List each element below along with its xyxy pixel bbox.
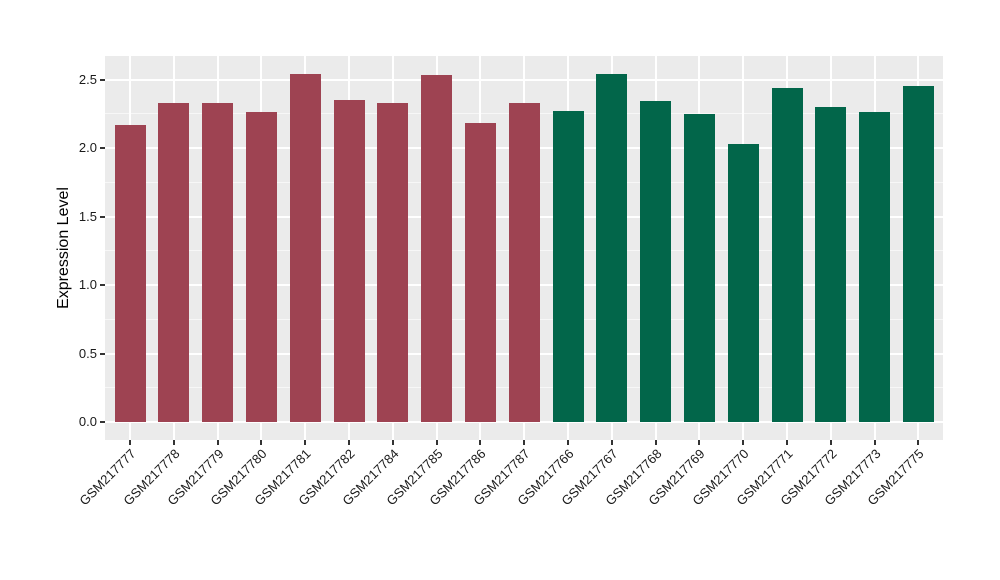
bar-gsm217766	[552, 111, 584, 422]
y-axis-tick	[100, 352, 105, 355]
x-axis-tick	[435, 440, 438, 445]
x-axis-tick	[216, 440, 219, 445]
x-axis-tick	[610, 440, 613, 445]
bar-gsm217781	[289, 74, 321, 422]
bar-gsm217785	[421, 75, 453, 422]
bar-gsm217787	[508, 102, 540, 422]
x-axis-tick	[260, 440, 263, 445]
y-axis-tick	[100, 215, 105, 218]
x-axis-tick	[523, 440, 526, 445]
y-axis-tick	[100, 147, 105, 149]
y-axis-tick-label: 0.0	[78, 414, 97, 429]
x-axis-tick	[829, 440, 832, 445]
x-axis-tick	[567, 440, 569, 445]
bar-gsm217769	[683, 113, 715, 422]
bar-gsm217779	[202, 102, 234, 422]
bar-gsm217772	[815, 106, 847, 422]
x-axis-tick	[917, 440, 920, 445]
x-axis-tick	[129, 440, 131, 445]
bar-gsm217775	[902, 86, 934, 422]
plot-panel	[105, 56, 943, 440]
x-axis-tick	[742, 440, 745, 445]
y-axis-tick-label: 2.0	[78, 140, 97, 155]
bar-gsm217778	[158, 102, 190, 422]
y-axis-tick	[100, 78, 105, 81]
x-axis-tick	[479, 440, 482, 445]
x-axis-tick	[391, 440, 394, 445]
x-axis-tick	[786, 440, 788, 445]
y-axis-tick-label: 1.0	[78, 277, 97, 292]
x-axis-tick	[698, 440, 701, 445]
bar-gsm217777	[114, 124, 146, 422]
bar-gsm217771	[771, 87, 803, 422]
y-axis-tick-label: 0.5	[78, 345, 97, 361]
y-axis-title: Expression Level	[55, 187, 72, 309]
y-axis-tick	[100, 421, 105, 423]
bar-gsm217767	[596, 74, 628, 422]
x-axis-tick	[304, 440, 307, 445]
bar-gsm217786	[464, 123, 496, 422]
bar-gsm217768	[640, 101, 672, 422]
bar-gsm217782	[333, 100, 365, 422]
x-axis-tick	[654, 440, 657, 445]
x-axis-tick	[348, 440, 350, 445]
x-axis-tick	[873, 440, 876, 445]
y-axis-tick-label: 2.5	[78, 71, 97, 87]
bar-gsm217780	[245, 112, 277, 422]
bar-gsm217773	[859, 112, 891, 422]
x-axis-tick	[172, 440, 175, 445]
y-axis-tick	[100, 284, 105, 286]
y-axis-tick-label: 1.5	[78, 208, 97, 224]
bar-gsm217784	[377, 102, 409, 422]
bar-gsm217770	[727, 143, 759, 422]
